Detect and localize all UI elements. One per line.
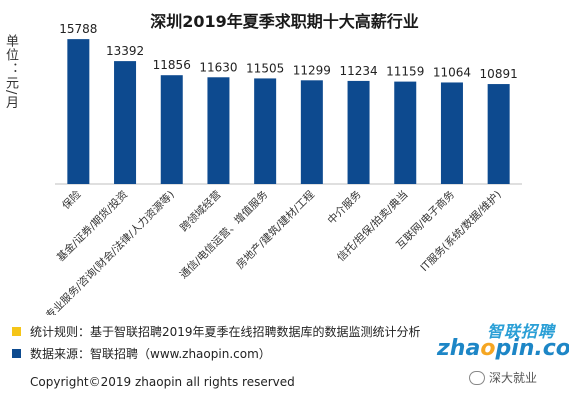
value-label-1: 13392: [106, 44, 144, 58]
bar-5: [300, 80, 323, 184]
bar-4: [254, 78, 277, 184]
category-label-3: 跨领域经营: [177, 188, 223, 234]
bar-6: [347, 80, 370, 184]
bar-2: [160, 75, 183, 184]
category-label-5: 房地产/建筑/建材/工程: [233, 188, 317, 272]
footnote-source: 数据来源：智联招聘（www.zhaopin.com）: [12, 345, 271, 362]
category-label-0: 保险: [59, 188, 83, 212]
chart-title: 深圳2019年夏季求职期十大高薪行业: [150, 12, 419, 31]
footnote-rule: 统计规则：基于智联招聘2019年夏季在线招聘数据库的数据监测统计分析: [12, 323, 421, 340]
footnote-source-text: 数据来源：智联招聘（www.zhaopin.com）: [30, 347, 271, 361]
zhaopin-logo: 智联招聘 zhaopin.com: [437, 318, 569, 366]
value-label-2: 11856: [153, 58, 191, 72]
value-label-4: 11505: [246, 61, 284, 75]
category-label-9: IT服务(系统/数据/维护): [418, 188, 504, 274]
logo-en-dot: o: [480, 336, 496, 361]
value-label-0: 15788: [59, 22, 97, 36]
bar-8: [440, 82, 463, 184]
value-label-7: 11159: [386, 65, 424, 79]
bar-chart: 15788保险13392基金/证券/期货/投资11856专业服务/咨询(财会/法…: [43, 22, 522, 315]
copyright-text: Copyright©2019 zhaopin all rights reserv…: [30, 375, 295, 389]
logo-en-suffix: pin.com: [495, 336, 569, 361]
bar-7: [394, 81, 417, 184]
watermark: 深大就业: [469, 369, 537, 386]
rule-swatch: [12, 327, 21, 336]
category-label-4: 通信/电信运营、增值服务: [177, 188, 271, 282]
value-label-6: 11234: [339, 64, 377, 78]
value-label-5: 11299: [293, 63, 331, 77]
value-label-9: 10891: [480, 67, 518, 81]
y-axis-unit-label: 单位：元/月: [3, 34, 18, 110]
logo-english-text: zhaopin.com: [437, 336, 569, 361]
bar-0: [67, 39, 90, 184]
value-label-3: 11630: [199, 60, 237, 74]
value-label-8: 11064: [433, 65, 471, 79]
wechat-icon: [469, 370, 485, 385]
footnote-rule-text: 统计规则：基于智联招聘2019年夏季在线招聘数据库的数据监测统计分析: [30, 325, 421, 339]
logo-en-prefix: zha: [437, 336, 481, 361]
bar-9: [487, 84, 510, 184]
category-label-6: 中介服务: [325, 188, 364, 227]
logo-chinese-text: 智联招聘: [486, 322, 555, 341]
bar-1: [114, 61, 137, 185]
source-swatch: [12, 349, 21, 358]
bar-3: [207, 77, 230, 184]
watermark-text: 深大就业: [489, 371, 538, 385]
